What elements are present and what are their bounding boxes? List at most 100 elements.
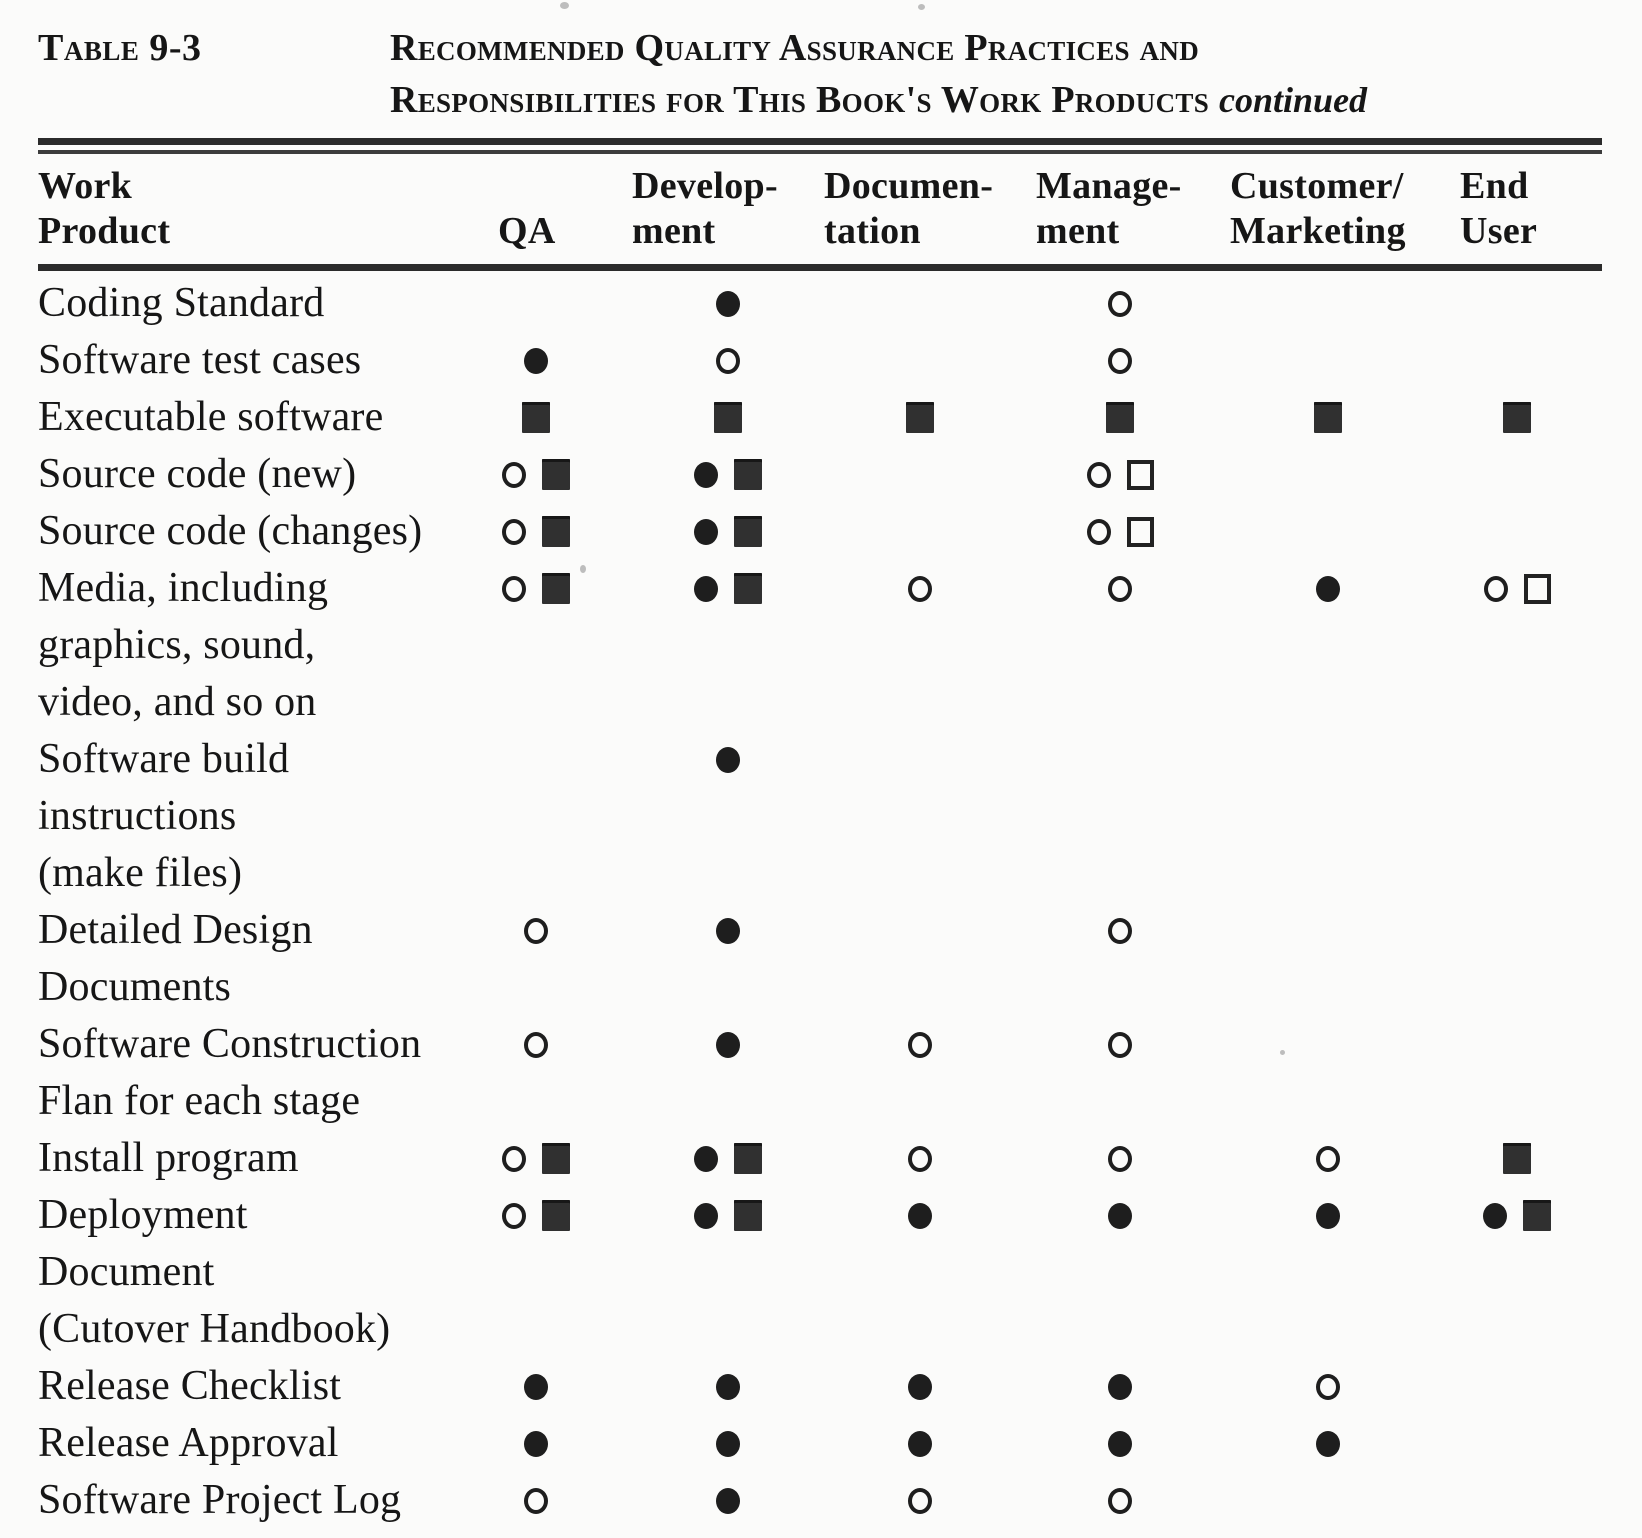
filled-circle-icon bbox=[1108, 1430, 1132, 1457]
responsibility-cell bbox=[1224, 1187, 1432, 1358]
responsibility-cell bbox=[1016, 1415, 1224, 1472]
open-circle-icon bbox=[1316, 1373, 1340, 1400]
table-body: Coding Standard Software test cases Execut… bbox=[38, 268, 1602, 1538]
responsibility-cell bbox=[1432, 1415, 1602, 1472]
filled-square-icon bbox=[714, 402, 742, 433]
table-row: Software Project Log bbox=[38, 1472, 1602, 1529]
responsibility-cell bbox=[632, 1187, 824, 1358]
table-row: Software Project History Document bbox=[38, 1529, 1602, 1538]
filled-square-icon bbox=[1314, 402, 1342, 433]
responsibility-cell bbox=[824, 731, 1016, 902]
open-circle-icon bbox=[1108, 917, 1132, 944]
responsibility-cell bbox=[1432, 902, 1602, 1016]
filled-circle-icon bbox=[716, 1373, 740, 1400]
responsibility-cell bbox=[440, 1130, 632, 1187]
filled-circle-icon bbox=[694, 1145, 718, 1172]
responsibility-cell bbox=[632, 1415, 824, 1472]
open-circle-icon bbox=[1108, 1031, 1132, 1058]
work-product-label: Source code (changes) bbox=[38, 508, 423, 554]
responsibility-cell bbox=[440, 332, 632, 389]
responsibility-cell bbox=[1432, 268, 1602, 333]
responsibility-cell bbox=[1016, 560, 1224, 731]
responsibility-cell bbox=[824, 389, 1016, 446]
responsibility-cell bbox=[632, 731, 824, 902]
filled-circle-icon bbox=[524, 1373, 548, 1400]
responsibility-cell bbox=[1016, 1358, 1224, 1415]
continued-label: continued bbox=[1219, 80, 1368, 120]
filled-square-icon bbox=[1523, 1200, 1551, 1231]
column-header: Manage- ment bbox=[1016, 154, 1224, 271]
responsibility-cell bbox=[1224, 1529, 1432, 1538]
header-row: Work Product QA Develop- ment Documen- tati… bbox=[38, 154, 1602, 271]
responsibility-cell bbox=[440, 731, 632, 902]
open-circle-icon bbox=[1086, 461, 1111, 488]
filled-circle-icon bbox=[908, 1430, 932, 1457]
responsibility-cell bbox=[1016, 1187, 1224, 1358]
responsibility-cell bbox=[632, 332, 824, 389]
responsibility-cell bbox=[1432, 332, 1602, 389]
responsibility-cell bbox=[1016, 731, 1224, 902]
filled-square-icon bbox=[542, 459, 570, 490]
responsibility-cell bbox=[1432, 389, 1602, 446]
responsibility-cell bbox=[440, 446, 632, 503]
scan-speckle bbox=[560, 2, 569, 9]
responsibility-cell bbox=[824, 503, 1016, 560]
responsibility-cell bbox=[632, 560, 824, 731]
responsibility-cell bbox=[824, 1415, 1016, 1472]
filled-square-icon bbox=[734, 459, 762, 490]
responsibility-cell bbox=[1432, 503, 1602, 560]
column-header: End User bbox=[1432, 154, 1602, 271]
filled-circle-icon bbox=[716, 917, 740, 944]
scan-speckle bbox=[918, 4, 925, 10]
responsibility-cell bbox=[1016, 268, 1224, 333]
responsibility-cell bbox=[632, 503, 824, 560]
filled-square-icon bbox=[1503, 402, 1531, 433]
work-product-label: Source code (new) bbox=[38, 451, 357, 497]
responsibility-cell bbox=[1224, 902, 1432, 1016]
table-title-line2: Responsibilities for This Book's Work Pr… bbox=[390, 74, 1367, 126]
column-header: Customer/ Marketing bbox=[1224, 154, 1432, 271]
responsibility-cell bbox=[440, 1187, 632, 1358]
filled-square-icon bbox=[734, 573, 762, 604]
filled-circle-icon bbox=[1108, 1202, 1132, 1229]
work-product-label: Install program bbox=[38, 1135, 299, 1181]
responsibility-cell bbox=[632, 1529, 824, 1538]
top-double-rule bbox=[38, 138, 1602, 154]
table-caption: Table 9-3 Recommended Quality Assurance … bbox=[38, 22, 1602, 126]
responsibility-cell bbox=[1016, 1529, 1224, 1538]
table-row: Install program bbox=[38, 1130, 1602, 1187]
filled-circle-icon bbox=[1108, 1373, 1132, 1400]
responsibility-cell bbox=[1432, 1130, 1602, 1187]
work-product-label: Software Construction Flan for each stag… bbox=[38, 1021, 422, 1124]
table-row: Software build instructions (make files) bbox=[38, 731, 1602, 902]
table-title-line1: Recommended Quality Assurance Practices … bbox=[390, 27, 1200, 69]
responsibility-cell bbox=[824, 1472, 1016, 1529]
responsibility-cell bbox=[1224, 731, 1432, 902]
filled-circle-icon bbox=[1316, 1430, 1340, 1457]
responsibility-cell bbox=[1016, 1472, 1224, 1529]
work-product-label: Detailed Design Documents bbox=[38, 907, 313, 1010]
table-row: Coding Standard bbox=[38, 268, 1602, 333]
work-product-label: Release Approval bbox=[38, 1420, 339, 1466]
table-row: Release Checklist bbox=[38, 1358, 1602, 1415]
table-title: Recommended Quality Assurance Practices … bbox=[390, 22, 1367, 126]
responsibility-cell bbox=[1432, 446, 1602, 503]
responsibility-cell bbox=[824, 1130, 1016, 1187]
work-product-label: Release Checklist bbox=[38, 1363, 342, 1409]
open-circle-icon bbox=[524, 1031, 548, 1058]
responsibility-cell bbox=[440, 503, 632, 560]
responsibility-cell bbox=[824, 1016, 1016, 1130]
filled-circle-icon bbox=[716, 1487, 740, 1514]
open-circle-icon bbox=[502, 1145, 526, 1172]
open-circle-icon bbox=[502, 518, 526, 545]
responsibility-cell bbox=[440, 902, 632, 1016]
responsibility-cell bbox=[1016, 389, 1224, 446]
responsibility-cell bbox=[632, 268, 824, 333]
work-product-label: Executable software bbox=[38, 394, 384, 440]
open-circle-icon bbox=[1108, 575, 1132, 602]
scan-speckle bbox=[1280, 1050, 1285, 1055]
open-circle-icon bbox=[1108, 347, 1132, 374]
open-circle-icon bbox=[524, 917, 548, 944]
qa-practices-table: Work Product QA Develop- ment Documen- tati… bbox=[38, 154, 1602, 1538]
responsibility-cell bbox=[1224, 1130, 1432, 1187]
